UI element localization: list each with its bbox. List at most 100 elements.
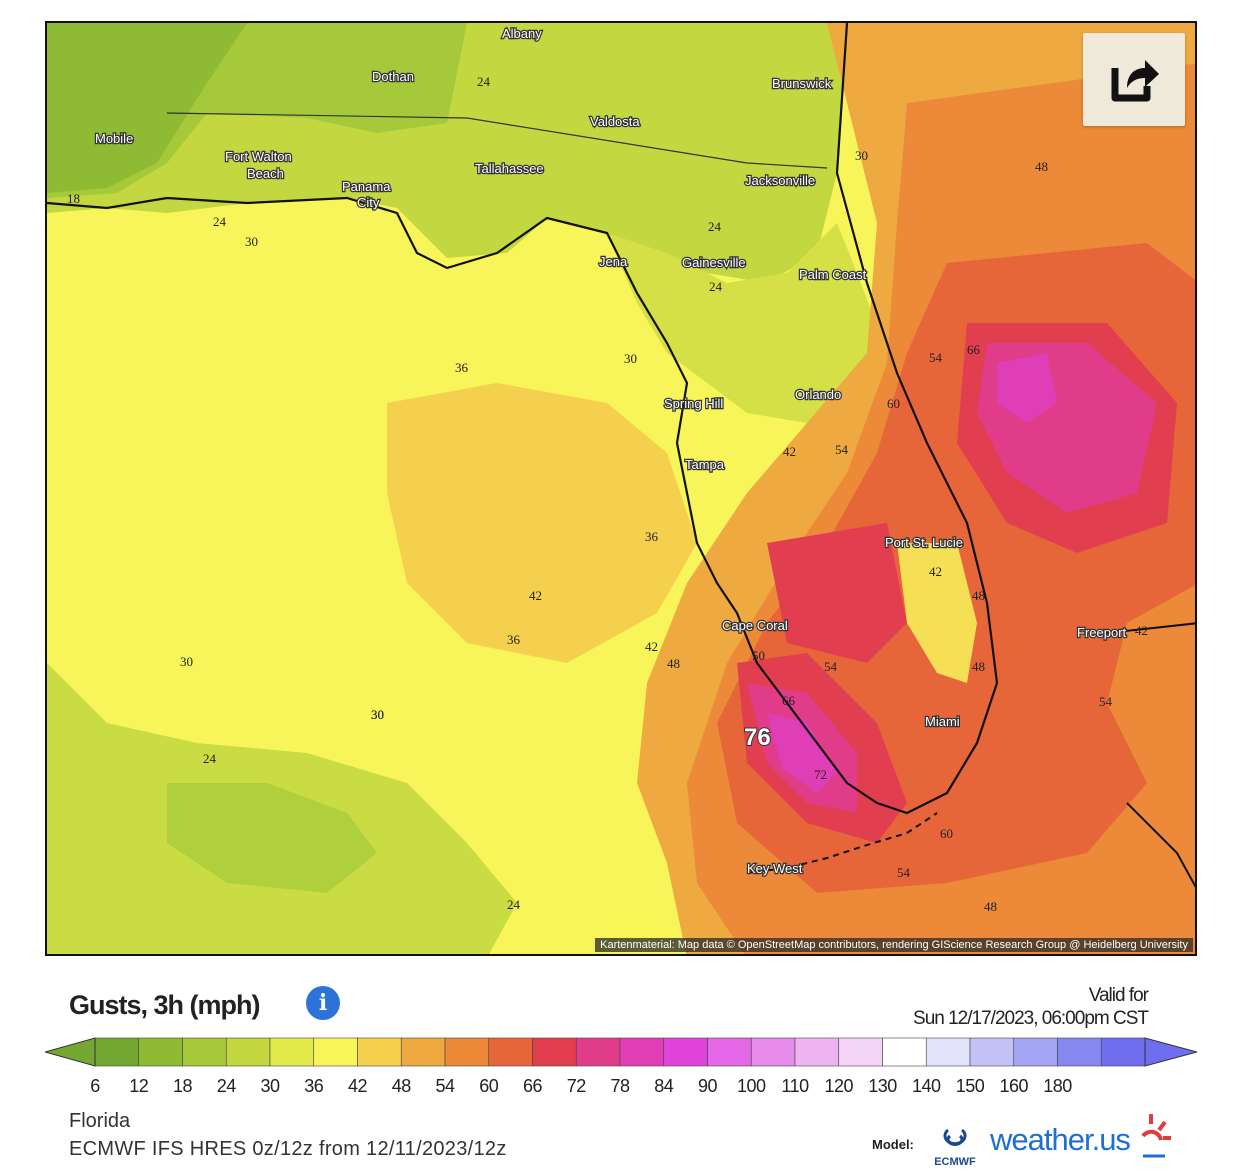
legend-tick-label: 90 xyxy=(697,1076,718,1096)
contour-value: 30 xyxy=(624,351,637,366)
legend-cell xyxy=(1013,1037,1058,1067)
city-label: Jacksonville xyxy=(745,173,815,188)
legend-cell xyxy=(94,1037,140,1067)
contour-value: 42 xyxy=(1135,623,1148,638)
legend-tick-label: 18 xyxy=(172,1076,193,1096)
share-button[interactable] xyxy=(1083,33,1185,126)
product-title: Gusts, 3h (mph) xyxy=(69,990,261,1020)
contour-value: 48 xyxy=(1035,159,1048,174)
contour-value: 54 xyxy=(824,659,838,674)
map-attribution: Kartenmaterial: Map data © OpenStreetMap… xyxy=(595,938,1193,952)
contour-value: 54 xyxy=(929,350,943,365)
city-label: Beach xyxy=(247,166,284,181)
legend-cell xyxy=(969,1037,1015,1067)
legend-tick-label: 120 xyxy=(824,1076,854,1096)
legend-cells xyxy=(94,1037,1146,1067)
legend-cell xyxy=(925,1037,971,1067)
contour-value: 54 xyxy=(835,442,849,457)
legend-cell xyxy=(444,1037,490,1067)
contour-value: 72 xyxy=(814,767,827,782)
legend-tick-label: 42 xyxy=(347,1076,368,1096)
legend-high-arrow xyxy=(1144,1037,1197,1067)
legend-tick-label: 110 xyxy=(781,1076,809,1096)
contour-value: 42 xyxy=(929,564,942,579)
city-label: Fort Walton xyxy=(225,149,292,164)
city-label: Jena xyxy=(599,254,628,269)
contour-value: 48 xyxy=(972,659,985,674)
contour-value: 60 xyxy=(887,396,900,411)
city-label: Gainesville xyxy=(682,255,746,270)
contour-value: 24 xyxy=(213,214,227,229)
contour-value: 30 xyxy=(245,234,258,249)
ecmwf-text: ECMWF xyxy=(934,1156,976,1168)
city-label: Freeport xyxy=(1077,625,1127,640)
legend-tick-label: 180 xyxy=(1043,1076,1072,1096)
city-label: Miami xyxy=(925,714,960,729)
city-label: Tallahassee xyxy=(475,161,544,176)
legend-cell xyxy=(182,1037,227,1067)
legend-cell xyxy=(532,1037,577,1067)
city-label: Port St. Lucie xyxy=(885,535,963,550)
contour-value: 24 xyxy=(203,751,217,766)
city-label: Valdosta xyxy=(590,114,640,129)
city-label: Dothan xyxy=(372,69,414,84)
contour-value: 48 xyxy=(972,588,985,603)
city-label: Spring Hill xyxy=(664,396,723,411)
valid-label: Valid for xyxy=(1088,985,1149,1006)
city-label: Key West xyxy=(747,861,803,876)
legend-cell xyxy=(707,1037,752,1067)
city-labels: Albany Dothan Brunswick Mobile Valdosta … xyxy=(94,25,1128,878)
contour-value: 24 xyxy=(477,74,491,89)
legend-tick-label: 6 xyxy=(90,1076,100,1096)
contour-value: 54 xyxy=(897,865,911,880)
legend-tick-label: 130 xyxy=(868,1076,897,1096)
state-border xyxy=(166,112,828,169)
contour-value: 42 xyxy=(783,444,796,459)
color-legend xyxy=(45,1037,1197,1067)
contour-value: 30 xyxy=(855,148,868,163)
contour-value: 50 xyxy=(752,648,765,663)
city-label: Mobile xyxy=(95,131,133,146)
legend-tick-label: 66 xyxy=(522,1076,543,1096)
contour-value: 48 xyxy=(984,899,997,914)
contour-value: 36 xyxy=(455,360,469,375)
legend-cell xyxy=(225,1037,271,1067)
contour-value: 66 xyxy=(782,693,796,708)
legend-tick-label: 84 xyxy=(654,1076,674,1096)
contour-value: 18 xyxy=(67,191,80,206)
city-label: Panama xyxy=(342,179,391,194)
weather-us-logo[interactable]: weather.us xyxy=(990,1122,1131,1157)
legend-cell xyxy=(1100,1037,1146,1067)
land-green-dark xyxy=(47,23,247,193)
contour-value: 54 xyxy=(1099,694,1113,709)
legend-low-arrow xyxy=(45,1037,96,1067)
contour-value: 24 xyxy=(507,897,521,912)
contour-value: 36 xyxy=(645,529,659,544)
contour-value: 30 xyxy=(180,654,193,669)
legend-tick-label: 24 xyxy=(216,1076,237,1096)
storm-sw-peak xyxy=(767,713,837,793)
gulf-green-core xyxy=(167,783,377,893)
legend-tick-label: 160 xyxy=(999,1076,1029,1096)
legend-tick-label: 12 xyxy=(129,1076,149,1096)
city-label: Albany xyxy=(502,26,542,41)
city-label: Brunswick xyxy=(772,76,832,91)
legend-cell xyxy=(794,1037,840,1067)
legend-cell xyxy=(750,1037,796,1067)
legend-cell xyxy=(357,1037,402,1067)
ecmwf-logo[interactable]: ECMWF xyxy=(926,1124,984,1168)
city-label: Orlando xyxy=(795,387,841,402)
legend-tick-label: 36 xyxy=(304,1076,324,1096)
info-icon[interactable]: i xyxy=(306,986,340,1020)
legend-cell xyxy=(619,1037,665,1067)
contour-value: 24 xyxy=(709,279,723,294)
max-gust-value: 76 xyxy=(744,724,771,751)
legend-cell xyxy=(313,1037,358,1067)
legend-tick-label: 72 xyxy=(566,1076,587,1096)
forecast-map[interactable]: Albany Dothan Brunswick Mobile Valdosta … xyxy=(45,21,1197,956)
inland-red xyxy=(767,523,907,663)
legend-tick-label: 48 xyxy=(391,1076,412,1096)
bahamas-outline xyxy=(1106,622,1195,888)
legend-cell xyxy=(400,1037,446,1067)
city-label: Tampa xyxy=(685,457,725,472)
